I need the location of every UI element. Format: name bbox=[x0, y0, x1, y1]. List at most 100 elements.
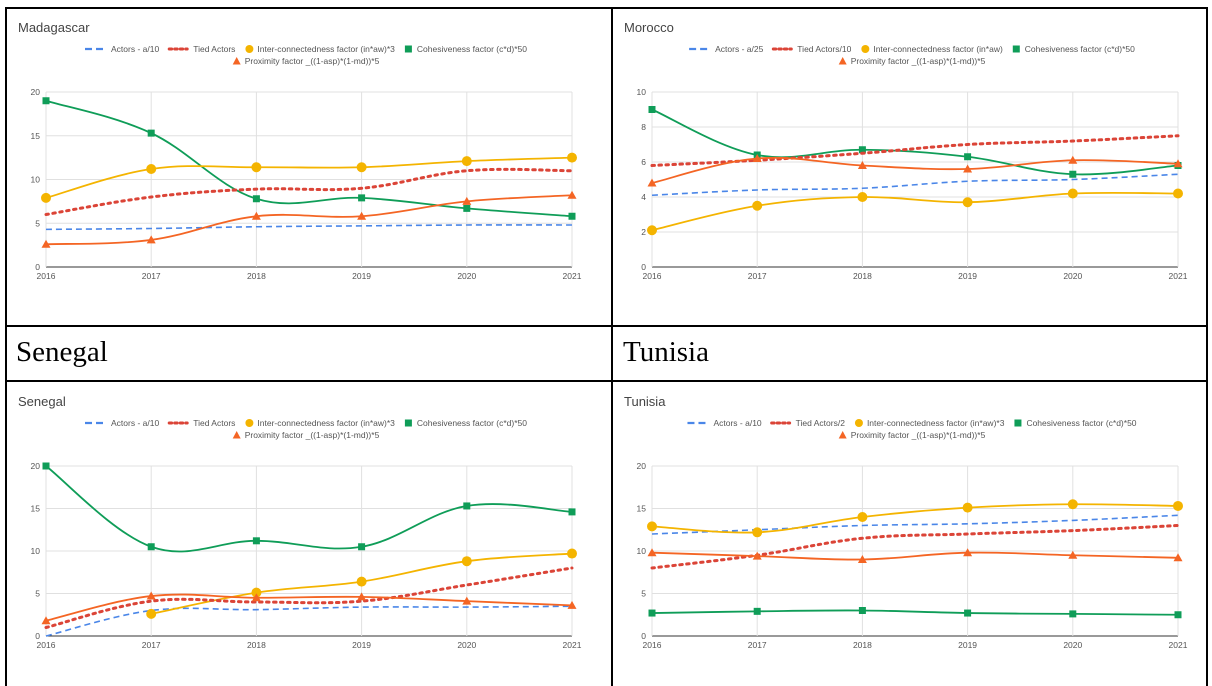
series-line bbox=[651, 551, 1179, 561]
series-line bbox=[651, 191, 1179, 232]
data-point bbox=[858, 607, 866, 614]
data-point bbox=[251, 211, 261, 220]
legend-label: Cohesiveness factor (c*d)*50 bbox=[1025, 44, 1135, 54]
x-tick-label: 2019 bbox=[352, 271, 371, 281]
data-point bbox=[753, 607, 761, 615]
legend-item-proximity-factor-1-asp-1-md-5: Proximity factor _((1-asp)*(1-md))*5 bbox=[838, 56, 986, 66]
legend-label: Proximity factor _((1-asp)*(1-md))*5 bbox=[245, 56, 380, 66]
chart-tunisia: Tunisia Actors - a/10 Tied Actors/2 Inter-c… bbox=[624, 394, 1188, 650]
data-point bbox=[1173, 159, 1183, 168]
series-actors-a-10 bbox=[45, 605, 573, 637]
data-point bbox=[146, 591, 156, 600]
data-point bbox=[42, 97, 50, 105]
table-border-row2 bbox=[5, 380, 1208, 382]
series-inter-connectedness-factor-in-aw-3 bbox=[41, 152, 577, 203]
data-point bbox=[461, 156, 472, 167]
legend-item-actors-a-10: Actors - a/10 bbox=[85, 44, 159, 54]
x-tick-label: 2017 bbox=[142, 640, 161, 650]
table-border-left bbox=[5, 7, 7, 686]
y-tick-label: 0 bbox=[641, 631, 646, 641]
data-point bbox=[567, 600, 577, 609]
data-point bbox=[647, 178, 657, 187]
legend-label: Cohesiveness factor (c*d)*50 bbox=[417, 44, 527, 54]
data-point bbox=[356, 162, 367, 173]
table-border-top bbox=[5, 7, 1208, 9]
legend-label: Inter-connectedness factor (in*aw)*3 bbox=[257, 418, 395, 428]
legend-item-inter-connectedness-factor-in-aw: Inter-connectedness factor (in*aw) bbox=[861, 44, 1003, 54]
data-point bbox=[752, 200, 763, 211]
y-tick-label: 0 bbox=[35, 631, 40, 641]
series-cohesiveness-factor-c-d-50 bbox=[648, 106, 1182, 178]
legend-label: Tied Actors/2 bbox=[796, 418, 846, 428]
x-tick-label: 2021 bbox=[1169, 271, 1188, 281]
data-point bbox=[857, 512, 868, 522]
x-tick-label: 2017 bbox=[748, 640, 767, 650]
y-tick-label: 15 bbox=[31, 131, 41, 141]
data-point bbox=[1069, 170, 1077, 178]
x-tick-label: 2016 bbox=[643, 271, 662, 281]
data-point bbox=[568, 212, 576, 220]
data-point bbox=[42, 462, 50, 470]
data-point bbox=[358, 194, 366, 202]
legend-item-actors-a-10: Actors - a/10 bbox=[85, 418, 159, 428]
legend-label: Tied Actors bbox=[193, 418, 235, 428]
table-border-right bbox=[1206, 7, 1208, 686]
legend-label: Actors - a/10 bbox=[111, 418, 159, 428]
y-tick-label: 15 bbox=[637, 504, 647, 514]
data-point bbox=[357, 592, 367, 601]
senegal-heading: Senegal bbox=[16, 336, 108, 368]
series-line bbox=[650, 134, 1180, 167]
data-point bbox=[146, 235, 156, 244]
legend-item-proximity-factor-1-asp-1-md-5: Proximity factor _((1-asp)*(1-md))*5 bbox=[838, 430, 986, 440]
x-tick-label: 2016 bbox=[643, 640, 662, 650]
legend-label: Inter-connectedness factor (in*aw)*3 bbox=[867, 418, 1005, 428]
series-line bbox=[45, 156, 573, 199]
chart-morocco: Morocco Actors - a/25 Tied Actors/10 Inter-… bbox=[624, 20, 1188, 281]
x-tick-label: 2018 bbox=[853, 271, 872, 281]
legend-item-actors-a-10: Actors - a/10 bbox=[687, 418, 762, 428]
data-point bbox=[356, 576, 367, 587]
x-tick-label: 2016 bbox=[37, 640, 56, 650]
series-inter-connectedness-factor-in-aw-3 bbox=[146, 548, 577, 619]
data-point bbox=[752, 527, 763, 538]
legend-label: Inter-connectedness factor (in*aw) bbox=[873, 44, 1003, 54]
data-point bbox=[648, 609, 656, 617]
data-point bbox=[752, 551, 762, 560]
chart-title: Senegal bbox=[18, 394, 66, 409]
legend-item-cohesiveness-factor-c-d-50: Cohesiveness factor (c*d)*50 bbox=[1014, 418, 1137, 428]
data-point bbox=[462, 196, 472, 205]
legend-item-proximity-factor-1-asp-1-md-5: Proximity factor _((1-asp)*(1-md))*5 bbox=[232, 56, 380, 66]
table-border-row1 bbox=[5, 325, 1208, 327]
data-point bbox=[463, 204, 471, 212]
data-point bbox=[1067, 188, 1078, 199]
data-point bbox=[647, 225, 657, 236]
x-tick-label: 2021 bbox=[563, 271, 582, 281]
series-line bbox=[651, 503, 1179, 534]
y-tick-label: 10 bbox=[637, 546, 647, 556]
data-point bbox=[963, 548, 973, 557]
series-proximity-factor-1-asp-1-md-5 bbox=[41, 591, 577, 625]
legend-label: Cohesiveness factor (c*d)*50 bbox=[417, 418, 527, 428]
y-tick-label: 8 bbox=[641, 122, 646, 132]
data-point bbox=[568, 508, 576, 516]
data-point bbox=[251, 162, 262, 173]
data-point bbox=[1173, 188, 1183, 199]
x-tick-label: 2019 bbox=[958, 271, 977, 281]
y-tick-label: 6 bbox=[641, 157, 646, 167]
series-cohesiveness-factor-c-d-50 bbox=[648, 607, 1182, 619]
data-point bbox=[857, 555, 867, 563]
x-tick-label: 2021 bbox=[563, 640, 582, 650]
series-tied-actors-2 bbox=[650, 524, 1180, 570]
legend-item-tied-actors: Tied Actors bbox=[167, 44, 235, 54]
series-inter-connectedness-factor-in-aw bbox=[647, 188, 1183, 236]
data-point bbox=[462, 596, 472, 605]
data-point bbox=[567, 190, 577, 199]
data-point bbox=[1068, 155, 1078, 164]
data-point bbox=[147, 129, 155, 137]
legend-item-tied-actors-10: Tied Actors/10 bbox=[771, 44, 852, 54]
data-point bbox=[251, 587, 262, 598]
series-cohesiveness-factor-c-d-50 bbox=[42, 97, 576, 220]
legend-label: Cohesiveness factor (c*d)*50 bbox=[1026, 418, 1136, 428]
data-point bbox=[647, 548, 657, 557]
data-point bbox=[962, 197, 973, 208]
